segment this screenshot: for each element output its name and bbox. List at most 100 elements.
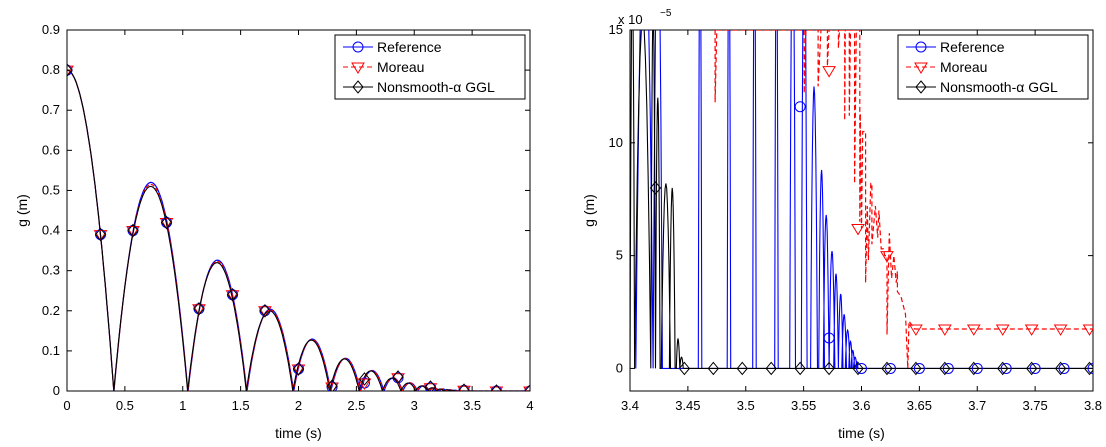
marker-reference (942, 362, 954, 374)
x-tick-label: 2 (295, 398, 302, 413)
x-axis-label: time (s) (275, 425, 322, 441)
marker-moreau (880, 251, 894, 263)
marker-reference (1029, 362, 1041, 374)
marker-reference (1087, 362, 1093, 374)
marker-moreau (822, 66, 836, 78)
marker-reference (794, 101, 806, 113)
x-tick-label: 3.6 (852, 398, 870, 413)
legend-box (334, 34, 526, 100)
legend-box (897, 34, 1089, 100)
marker-ggl (881, 361, 893, 376)
x-tick-label: 0 (63, 398, 70, 413)
marker-moreau (67, 65, 74, 78)
marker-ggl (458, 383, 470, 391)
marker-reference (1000, 362, 1012, 374)
legend-label: Moreau (940, 59, 987, 75)
x-tick-label: 4 (526, 398, 533, 413)
y-tick-label: 5 (616, 248, 623, 263)
marker-reference (884, 362, 896, 374)
x-tick-label: 3 (411, 398, 418, 413)
marker-moreau (126, 226, 140, 238)
marker-ggl (392, 370, 404, 384)
marker-moreau (192, 304, 206, 316)
x-tick-label: 3.7 (968, 398, 986, 413)
marker-moreau (966, 324, 981, 336)
marker-ggl (765, 361, 777, 376)
y-axis-label: g (m) (14, 194, 30, 227)
marker-reference (1058, 362, 1070, 374)
y-tick-label: 0.5 (42, 182, 60, 197)
marker-ggl (193, 301, 205, 316)
y-tick-label: 0 (616, 360, 623, 375)
x-tick-label: 3.4 (621, 398, 639, 413)
marker-ggl (259, 303, 271, 318)
x-tick-label: 2.5 (347, 398, 365, 413)
marker-reference (326, 381, 338, 391)
marker-ggl (490, 384, 503, 391)
marker-moreau (258, 306, 272, 318)
legend-marker (352, 41, 364, 53)
marker-moreau (1024, 324, 1039, 336)
marker-reference (913, 362, 925, 374)
marker-moreau (909, 324, 923, 336)
marker-ggl (127, 223, 139, 238)
y-tick-label: 0 (53, 383, 60, 398)
marker-ggl (160, 215, 173, 230)
legend-marker (352, 80, 364, 94)
marker-moreau (291, 364, 306, 376)
marker-ggl (1026, 361, 1038, 376)
y-tick-label: 0.6 (42, 142, 60, 157)
marker-ggl (424, 380, 437, 391)
x-tick-label: 3.5 (737, 398, 755, 413)
y-axis-label: g (m) (581, 194, 597, 227)
marker-ggl (852, 361, 864, 376)
marker-ggl (292, 362, 305, 376)
marker-reference (358, 377, 370, 389)
marker-ggl (1083, 361, 1093, 376)
marker-ggl (910, 361, 922, 376)
marker-moreau (457, 385, 471, 391)
legend-marker (915, 80, 927, 94)
marker-ggl (997, 361, 1009, 376)
marker-moreau (995, 324, 1010, 336)
marker-reference (971, 362, 983, 374)
y-tick-label: 15 (609, 22, 623, 37)
marker-moreau (1053, 324, 1068, 336)
marker-ggl (326, 379, 338, 391)
x-tick-label: 3.45 (675, 398, 700, 413)
legend-marker (914, 62, 928, 74)
x-tick-label: 3.65 (907, 398, 932, 413)
legend-marker (915, 41, 927, 53)
y-tick-label: 0.4 (42, 223, 60, 238)
series-line-moreau (714, 30, 1093, 369)
marker-moreau (851, 224, 865, 236)
marker-ggl (524, 384, 530, 391)
marker-moreau (225, 290, 240, 302)
legend-label: Nonsmooth-α GGL (377, 79, 495, 95)
y-multiplier-exponent: −5 (660, 8, 672, 19)
x-tick-label: 3.75 (1022, 398, 1047, 413)
plot-area (630, 30, 1093, 376)
series-line-ggl (67, 69, 530, 391)
marker-ggl (736, 361, 748, 376)
y-tick-label: 0.2 (42, 303, 60, 318)
marker-ggl (823, 361, 835, 376)
marker-ggl (67, 63, 73, 77)
marker-reference (823, 332, 835, 344)
x-tick-label: 0.5 (116, 398, 134, 413)
chart-right: 3.4 3.45 3.5 3.55 3.6 3.65 3.7 3.75 3.8 0 5 10 15 tim… (581, 8, 1102, 441)
x-axis-label: time (s) (838, 425, 885, 441)
marker-ggl (968, 361, 980, 376)
marker-ggl (939, 361, 951, 376)
marker-ggl (678, 361, 691, 376)
marker-moreau (93, 230, 108, 242)
marker-ggl (226, 287, 239, 302)
marker-ggl (649, 181, 662, 195)
series-line-ggl (630, 30, 1093, 369)
marker-moreau (937, 324, 952, 336)
marker-ggl (358, 372, 371, 386)
marker-ggl (1054, 361, 1067, 376)
y-tick-label: 10 (609, 135, 623, 150)
y-tick-label: 0.3 (42, 263, 60, 278)
